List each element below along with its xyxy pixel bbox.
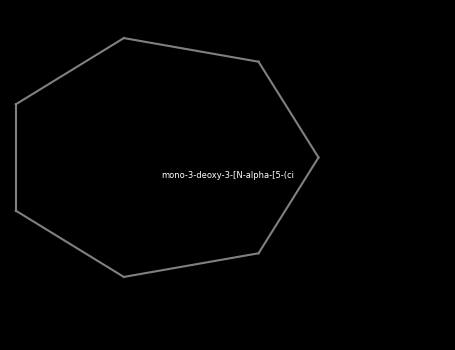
Text: mono-3-deoxy-3-[N-alpha-[5-(ci: mono-3-deoxy-3-[N-alpha-[5-(ci	[161, 170, 294, 180]
